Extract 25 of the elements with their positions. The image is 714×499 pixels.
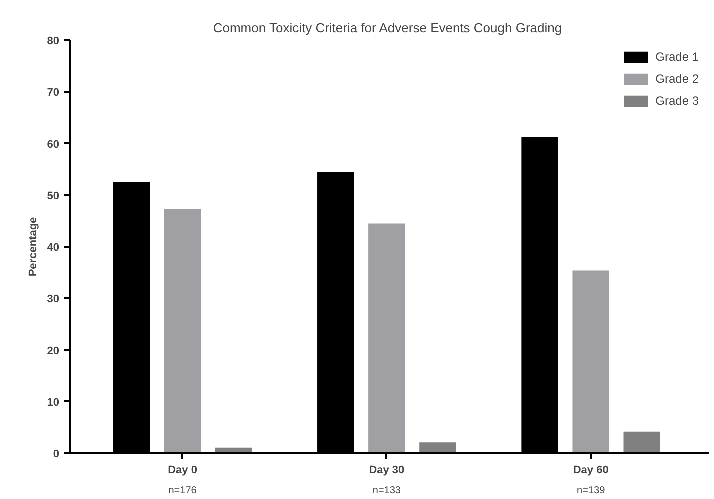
bar [624, 432, 661, 454]
y-tick-label: 40 [47, 242, 60, 254]
bar [368, 224, 406, 454]
x-tick-label: Day 60 [573, 464, 609, 476]
legend-label: Grade 3 [656, 94, 699, 108]
y-tick-label: 0 [53, 448, 60, 460]
y-tick-label: 30 [47, 294, 60, 306]
legend-label: Grade 1 [656, 50, 699, 64]
x-tick-label: Day 0 [168, 464, 198, 476]
y-axis-title: Percentage [27, 217, 40, 277]
bar [164, 209, 202, 454]
y-tick-label: 70 [47, 87, 60, 100]
text: n=139 [577, 486, 606, 496]
text: n=133 [372, 486, 402, 496]
bar [572, 270, 610, 454]
legend-label: Grade 2 [656, 72, 699, 86]
x-tick-label: Day 30 [369, 464, 405, 476]
y-tick-label: 80 [47, 36, 60, 48]
bar [420, 442, 456, 454]
chart-title: Common Toxicity Criteria for Adverse Events Cough Grading [213, 20, 562, 36]
y-tick-label: 20 [47, 345, 60, 358]
y-tick-label: 10 [47, 396, 60, 409]
y-tick-label: 50 [47, 190, 60, 202]
y-tick-label: 60 [47, 138, 60, 151]
text: n=176 [168, 486, 198, 496]
